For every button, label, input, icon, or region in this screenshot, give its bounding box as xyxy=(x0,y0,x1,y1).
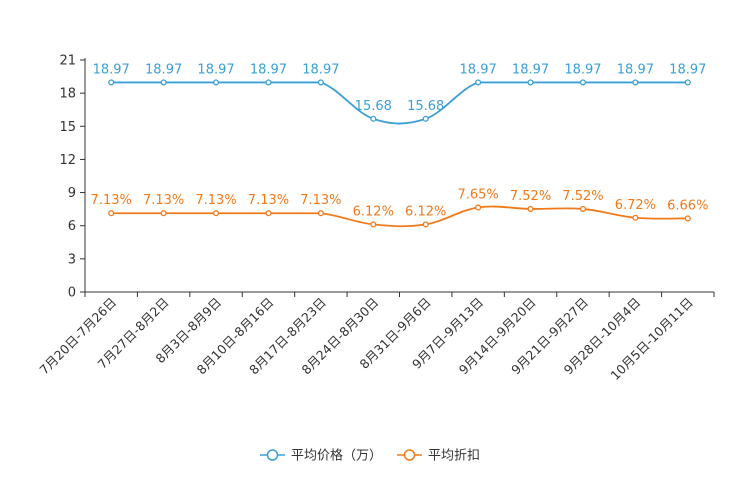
data-point-1[interactable] xyxy=(475,204,482,211)
data-point-1[interactable] xyxy=(632,214,639,221)
data-point-0[interactable] xyxy=(212,79,220,86)
data-point-0[interactable] xyxy=(160,79,167,86)
axes xyxy=(84,58,714,293)
data-label: 18.97 xyxy=(197,62,234,77)
data-label: 18.97 xyxy=(669,62,706,77)
data-point-0[interactable] xyxy=(317,79,324,86)
y-tick-label: 18 xyxy=(59,87,76,102)
data-label: 18.97 xyxy=(145,62,182,77)
data-point-1[interactable] xyxy=(579,205,587,212)
data-label: 18.97 xyxy=(460,62,497,77)
data-point-1[interactable] xyxy=(108,210,115,217)
data-point-0[interactable] xyxy=(475,79,482,86)
legend[interactable]: 平均价格（万） 平均折扣 xyxy=(260,448,480,464)
data-point-0[interactable] xyxy=(632,79,639,86)
data-point-0[interactable] xyxy=(422,115,429,122)
y-tick-label: 12 xyxy=(59,153,76,168)
data-point-0[interactable] xyxy=(579,79,587,86)
data-labels: 18.97 18.97 18.97 18.97 18.97 15.68 15.68 18.97… xyxy=(91,62,709,219)
series-lines xyxy=(108,79,691,228)
x-axis-ticks: 7月20日-7月26日7月27日-8月2日8月3日-8月9日8月10日-8月16… xyxy=(36,292,715,383)
legend-marker-icon xyxy=(266,449,279,461)
legend-label: 平均折扣 xyxy=(428,449,480,464)
y-tick-label: 15 xyxy=(59,120,76,135)
y-tick-label: 9 xyxy=(68,186,76,201)
data-label: 6.72% xyxy=(615,198,656,213)
data-label: 18.97 xyxy=(617,62,654,77)
data-label: 18.97 xyxy=(250,62,287,77)
data-label: 15.68 xyxy=(407,99,444,114)
data-point-1[interactable] xyxy=(370,221,377,228)
data-label: 7.52% xyxy=(510,189,551,204)
series-line-1 xyxy=(111,205,688,228)
legend-item-0[interactable]: 平均价格（万） xyxy=(260,448,382,464)
data-label: 7.13% xyxy=(195,193,236,208)
data-point-1[interactable] xyxy=(422,221,429,228)
data-point-0[interactable] xyxy=(684,79,691,86)
y-tick-label: 3 xyxy=(68,252,76,267)
data-label: 7.13% xyxy=(300,193,341,208)
data-point-1[interactable] xyxy=(265,210,272,217)
data-label: 7.13% xyxy=(143,193,184,208)
data-label: 7.52% xyxy=(562,189,603,204)
legend-label: 平均价格（万） xyxy=(291,448,382,464)
data-label: 15.68 xyxy=(355,99,392,114)
y-tick-label: 21 xyxy=(59,54,76,69)
data-label: 18.97 xyxy=(93,62,130,77)
data-point-1[interactable] xyxy=(527,205,534,212)
data-point-1[interactable] xyxy=(212,210,220,217)
data-label: 7.13% xyxy=(91,193,132,208)
data-point-0[interactable] xyxy=(265,79,272,86)
data-label: 7.13% xyxy=(248,193,289,208)
data-point-1[interactable] xyxy=(160,210,167,217)
y-axis-ticks: 0 3 6 9 12 15 18 21 xyxy=(59,54,85,301)
legend-marker-icon xyxy=(403,449,416,461)
data-label: 6.12% xyxy=(353,204,394,219)
data-point-0[interactable] xyxy=(108,79,115,86)
data-label: 7.65% xyxy=(457,187,498,202)
y-tick-label: 6 xyxy=(68,219,76,234)
series-line-0 xyxy=(111,81,688,125)
data-label: 6.66% xyxy=(667,198,708,213)
legend-item-1[interactable]: 平均折扣 xyxy=(397,449,480,464)
data-label: 18.97 xyxy=(564,62,601,77)
data-point-0[interactable] xyxy=(370,115,377,122)
data-point-1[interactable] xyxy=(317,210,324,217)
y-tick-label: 0 xyxy=(68,286,76,301)
data-point-1[interactable] xyxy=(684,215,691,222)
data-label: 18.97 xyxy=(512,62,549,77)
data-label: 18.97 xyxy=(302,62,339,77)
data-point-0[interactable] xyxy=(527,79,534,86)
data-label: 6.12% xyxy=(405,204,446,219)
